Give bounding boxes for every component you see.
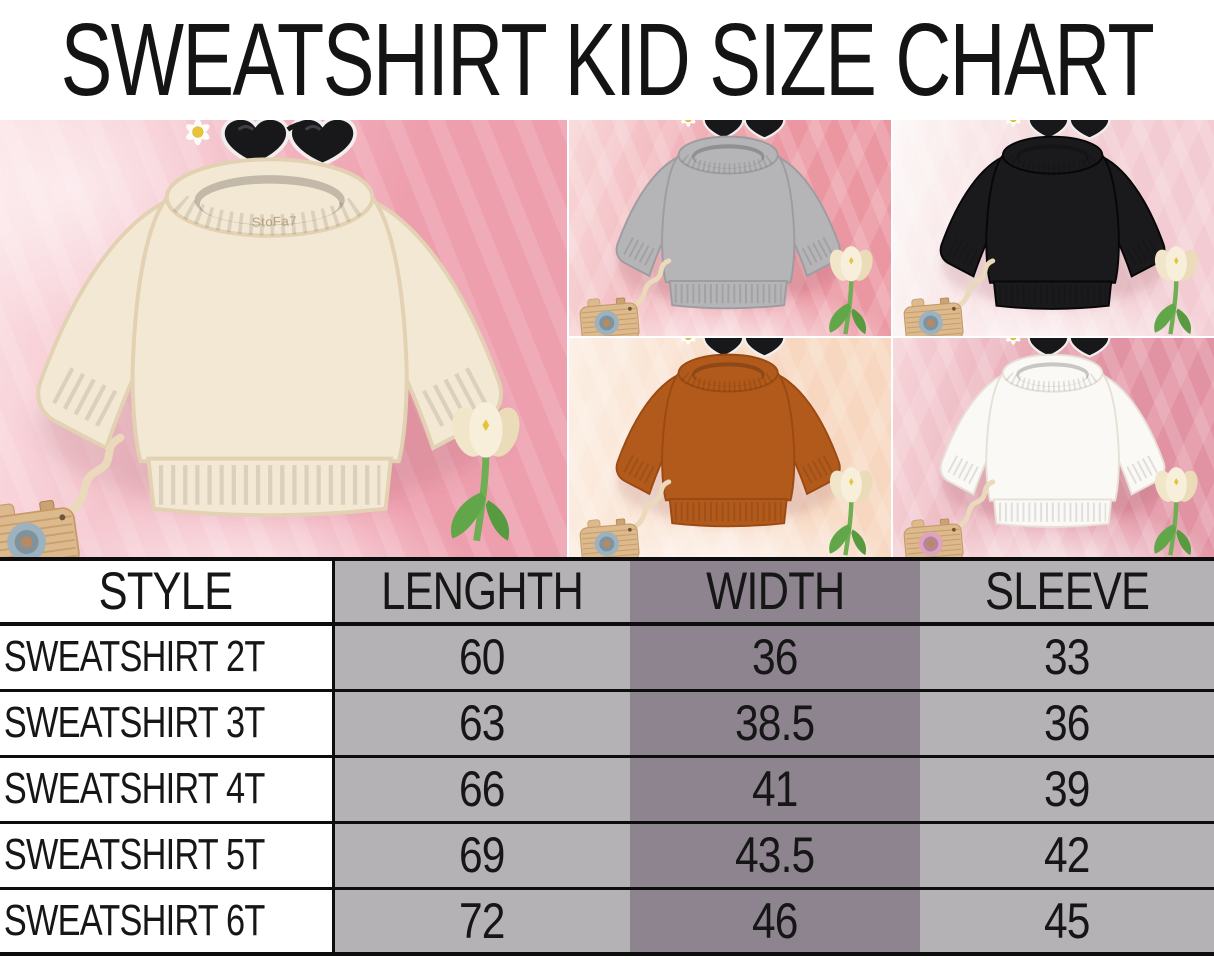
tulip-flower-icon bbox=[819, 462, 885, 557]
sleeve-cell: 45 bbox=[920, 888, 1214, 956]
sleeve-cell: 33 bbox=[920, 624, 1214, 692]
photo-tile-rust-sweatshirt bbox=[569, 338, 891, 557]
size-table: STYLE LENGHTH WIDTH SLEEVE SWEATSHIRT 2T… bbox=[0, 557, 1214, 956]
sleeve-value: 42 bbox=[1044, 827, 1090, 883]
style-label: SWEATSHIRT 5T bbox=[3, 830, 265, 879]
tulip-flower-icon bbox=[435, 394, 539, 544]
column-header-sleeve: SLEEVE bbox=[920, 559, 1214, 626]
photo-tile-black-sweatshirt bbox=[893, 120, 1214, 336]
table-row: SWEATSHIRT 3T 63 38.5 36 bbox=[0, 690, 1214, 758]
length-value: 72 bbox=[459, 892, 506, 949]
sleeve-cell: 42 bbox=[920, 822, 1214, 890]
length-value: 69 bbox=[459, 827, 506, 883]
length-cell: 66 bbox=[333, 756, 630, 824]
column-header-sleeve-label: SLEEVE bbox=[984, 562, 1150, 621]
title-band: SWEATSHIRT KID SIZE CHART bbox=[0, 0, 1214, 120]
column-header-length-label: LENGHTH bbox=[381, 562, 584, 621]
photo-tile-cream-sweatshirt: StoFa7 bbox=[0, 120, 567, 557]
collar-brand-label: StoFa7 bbox=[252, 213, 298, 230]
toy-camera-icon bbox=[572, 258, 679, 336]
table-header-row: STYLE LENGHTH WIDTH SLEEVE bbox=[0, 559, 1214, 626]
column-header-width: WIDTH bbox=[630, 559, 920, 626]
sleeve-value: 33 bbox=[1044, 629, 1090, 686]
length-cell: 63 bbox=[333, 690, 630, 758]
width-cell: 46 bbox=[630, 888, 920, 956]
toy-camera-icon bbox=[0, 432, 142, 557]
length-value: 60 bbox=[459, 629, 506, 686]
style-label: SWEATSHIRT 2T bbox=[3, 632, 265, 682]
length-value: 63 bbox=[459, 695, 506, 751]
width-cell: 43.5 bbox=[630, 822, 920, 890]
width-cell: 36 bbox=[630, 624, 920, 692]
column-header-width-label: WIDTH bbox=[705, 562, 845, 621]
sleeve-value: 45 bbox=[1044, 892, 1090, 949]
sleeve-value: 39 bbox=[1044, 761, 1090, 817]
table-row: SWEATSHIRT 5T 69 43.5 42 bbox=[0, 822, 1214, 890]
style-label: SWEATSHIRT 3T bbox=[3, 698, 265, 747]
style-cell: SWEATSHIRT 2T bbox=[0, 624, 335, 692]
photo-tile-gray-sweatshirt bbox=[569, 120, 891, 336]
tulip-flower-icon bbox=[1144, 241, 1210, 336]
photo-grid bbox=[567, 120, 1214, 557]
width-value: 41 bbox=[752, 761, 798, 817]
length-cell: 72 bbox=[333, 888, 630, 956]
length-cell: 60 bbox=[333, 624, 630, 692]
length-value: 66 bbox=[459, 761, 506, 817]
style-cell: SWEATSHIRT 6T bbox=[0, 888, 335, 956]
style-cell: SWEATSHIRT 5T bbox=[0, 822, 335, 890]
width-cell: 38.5 bbox=[630, 690, 920, 758]
sleeve-cell: 36 bbox=[920, 690, 1214, 758]
width-value: 43.5 bbox=[735, 827, 815, 883]
column-header-length: LENGHTH bbox=[333, 559, 630, 626]
toy-camera-icon bbox=[896, 258, 1003, 336]
width-value: 38.5 bbox=[735, 695, 815, 751]
sleeve-value: 36 bbox=[1044, 695, 1090, 751]
width-cell: 41 bbox=[630, 756, 920, 824]
width-value: 36 bbox=[752, 629, 798, 686]
width-value: 46 bbox=[752, 892, 798, 949]
photo-collage: StoFa7 bbox=[0, 120, 1214, 557]
tulip-flower-icon bbox=[819, 241, 885, 336]
sleeve-cell: 39 bbox=[920, 756, 1214, 824]
toy-camera-icon bbox=[572, 479, 679, 557]
photo-tile-white-sweatshirt bbox=[893, 338, 1214, 557]
page-title: SWEATSHIRT KID SIZE CHART bbox=[60, 1, 1155, 118]
table-row: SWEATSHIRT 2T 60 36 33 bbox=[0, 624, 1214, 692]
table-row: SWEATSHIRT 4T 66 41 39 bbox=[0, 756, 1214, 824]
tulip-flower-icon bbox=[1144, 462, 1210, 557]
column-header-style: STYLE bbox=[0, 559, 335, 626]
style-cell: SWEATSHIRT 4T bbox=[0, 756, 335, 824]
style-cell: SWEATSHIRT 3T bbox=[0, 690, 335, 758]
column-header-style-label: STYLE bbox=[98, 562, 233, 621]
length-cell: 69 bbox=[333, 822, 630, 890]
style-label: SWEATSHIRT 4T bbox=[3, 764, 265, 813]
style-label: SWEATSHIRT 6T bbox=[3, 895, 265, 945]
table-row: SWEATSHIRT 6T 72 46 45 bbox=[0, 888, 1214, 956]
toy-camera-icon bbox=[896, 479, 1003, 557]
